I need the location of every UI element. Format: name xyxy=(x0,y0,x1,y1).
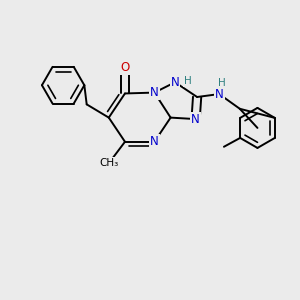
Text: CH₃: CH₃ xyxy=(99,158,119,168)
Text: H: H xyxy=(184,76,191,86)
Text: N: N xyxy=(171,76,179,89)
Text: H: H xyxy=(218,78,225,88)
Text: N: N xyxy=(150,135,159,148)
Text: O: O xyxy=(120,61,130,74)
Text: N: N xyxy=(191,112,200,126)
Text: N: N xyxy=(215,88,224,100)
Text: N: N xyxy=(150,86,159,99)
